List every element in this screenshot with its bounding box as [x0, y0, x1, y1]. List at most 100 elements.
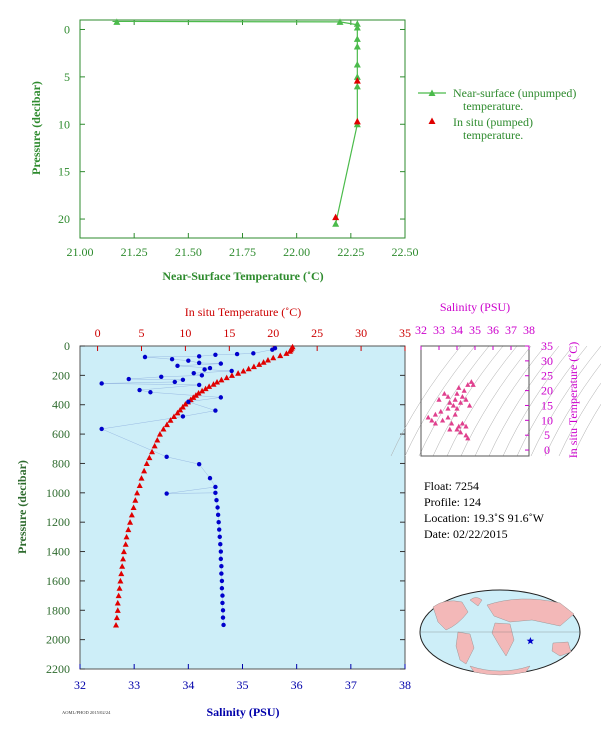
temperature-point [179, 403, 186, 410]
temperature-point [192, 392, 199, 398]
world-map [419, 589, 581, 676]
temperature-point [113, 614, 120, 621]
salinity-point [207, 365, 213, 371]
near-surface-point [353, 43, 361, 50]
ts-point [463, 396, 469, 402]
temperature-point [170, 413, 177, 420]
salinity-tick-label: 36 [291, 678, 303, 692]
temperature-point [177, 406, 184, 413]
temperature-point [154, 436, 161, 443]
y-axis-label: Pressure (decibar) [15, 460, 29, 554]
salinity-point [221, 622, 226, 628]
salinity-point [196, 461, 202, 467]
ts-point [461, 387, 467, 393]
ts-point [440, 417, 446, 423]
land-north-america [432, 600, 469, 631]
temperature-point [160, 425, 167, 432]
legend: Near-surface (unpumped) temperature. In … [418, 86, 576, 142]
ts-point [452, 411, 458, 417]
temperature-point [156, 431, 163, 437]
isopycnal-line [488, 345, 560, 457]
ts-y-tick-label: 20 [541, 384, 553, 398]
ts-point [447, 399, 453, 405]
near-surface-point [113, 18, 121, 25]
ts-point [452, 396, 458, 402]
legend-marker-near-surface [428, 89, 436, 96]
temperature-point [127, 519, 134, 525]
salinity-point [148, 390, 153, 395]
bottom-axis-label: Salinity (PSU) [206, 705, 279, 719]
temperature-point [120, 548, 127, 555]
temperature-point [190, 394, 197, 400]
ts-point [447, 426, 453, 432]
isopycnal-line [446, 345, 518, 457]
salinity-point [213, 484, 218, 490]
temperature-point [118, 570, 125, 577]
salinity-point [191, 370, 196, 376]
temperature-point [134, 489, 141, 496]
pressure-tick-label: 600 [52, 427, 70, 441]
profile-chart: 32 33 34 35 36 37 38 0 5 10 15 20 25 30 35 0 200 400 600… [15, 305, 411, 719]
salinity-point [159, 374, 164, 380]
ts-x-tick-label: 35 [469, 323, 481, 337]
salinity-tick-label: 38 [399, 678, 411, 692]
ts-point [432, 411, 438, 417]
pressure-tick-label: 400 [52, 398, 70, 412]
date: Date: 02/22/2015 [424, 527, 508, 541]
temperature-point [260, 359, 267, 365]
temperature-point [174, 409, 181, 416]
ts-point [458, 429, 464, 435]
temperature-point [163, 421, 170, 428]
float-location-star [526, 637, 535, 645]
isopycnal-line [404, 345, 476, 457]
temperature-point [223, 374, 230, 381]
temperature-tick-label: 0 [95, 326, 101, 340]
y-tick-label: 15 [58, 165, 70, 179]
ts-y-axis-label: In situ Temperature (˚C) [566, 342, 580, 459]
temperature-tick-label: 5 [138, 326, 144, 340]
ts-point [445, 414, 451, 420]
legend-label-in-situ-2: temperature. [463, 128, 523, 142]
in-situ-point [353, 77, 361, 84]
legend-label-in-situ: In situ (pumped) [453, 115, 533, 129]
temperature-point [228, 372, 235, 378]
ts-point [467, 402, 473, 408]
plot-area [79, 19, 406, 239]
y-axis-label: Pressure (decibar) [29, 81, 43, 175]
salinity-point [99, 381, 104, 386]
temperature-point [119, 563, 126, 569]
x-tick-label: 21.75 [229, 245, 256, 259]
near-surface-point [353, 61, 361, 68]
salinity-point [218, 556, 224, 562]
salinity-point [137, 387, 142, 393]
temperature-point [202, 385, 209, 392]
salinity-point [213, 408, 218, 413]
salinity-point [219, 564, 224, 569]
ts-point [445, 393, 451, 399]
ts-point [450, 402, 456, 408]
temperature-tick-label: 35 [399, 326, 411, 340]
ts-x-tick-label: 37 [505, 323, 517, 337]
land-south-america [455, 631, 475, 665]
temperature-point [116, 585, 123, 591]
in-situ-point [332, 213, 340, 221]
temperature-point [270, 354, 277, 361]
salinity-point [180, 414, 186, 419]
temperature-point [210, 381, 217, 387]
legend-marker-in-situ [428, 117, 436, 124]
isopycnal-line [432, 345, 504, 457]
salinity-point [196, 382, 202, 388]
temperature-point [167, 417, 174, 423]
salinity-point [270, 347, 275, 352]
salinity-point [229, 368, 234, 374]
y-tick-label: 0 [64, 22, 70, 36]
salinity-point [219, 586, 225, 591]
land-australia [551, 641, 572, 657]
ts-point [438, 408, 444, 414]
temperature-tick-label: 20 [267, 326, 279, 340]
salinity-point [180, 377, 186, 382]
float-id: Float: 7254 [424, 479, 479, 493]
temperature-point [256, 361, 263, 367]
plot-area [79, 345, 406, 670]
salinity-point [220, 593, 225, 598]
